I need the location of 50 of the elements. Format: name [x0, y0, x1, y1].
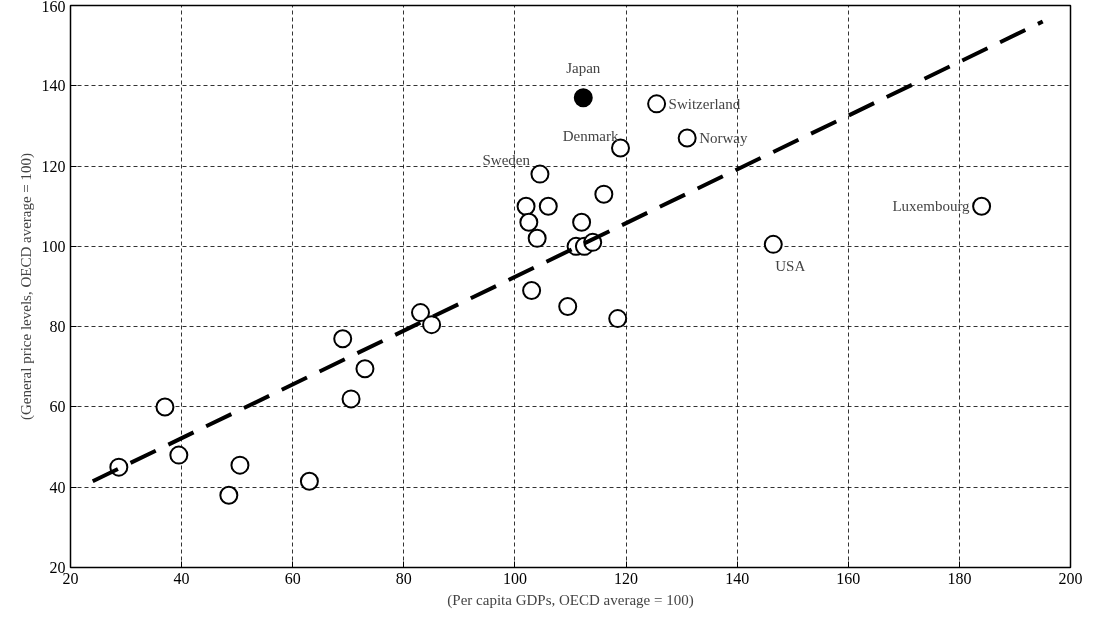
point: [527, 228, 547, 248]
point: [647, 94, 667, 114]
y-tick-label: 160: [41, 0, 66, 15]
point: [299, 471, 319, 491]
x-tick-label: 40: [173, 569, 190, 587]
x-tick-label: 60: [284, 569, 301, 587]
y-tick-label: 120: [41, 157, 66, 175]
point: [763, 234, 783, 254]
point: [333, 329, 353, 349]
annotation: Luxembourg: [892, 198, 971, 215]
point: [411, 303, 430, 323]
annotation: USA: [775, 258, 806, 275]
point: [538, 196, 558, 216]
point: [608, 309, 628, 329]
point: [155, 397, 175, 417]
point: [530, 164, 550, 184]
x-tick-label: 160: [836, 569, 861, 587]
y-tick-label: 100: [41, 237, 66, 255]
point: [558, 297, 578, 317]
x-tick-label: 120: [614, 569, 639, 587]
y-tick-label: 80: [49, 318, 66, 336]
point: [422, 315, 442, 335]
y-axis-title: (General price levels, OECD average = 100): [17, 152, 35, 421]
x-tick-label: 200: [1058, 569, 1083, 587]
annotation: Japan: [566, 59, 601, 76]
x-tick-label: 180: [947, 569, 972, 587]
x-tick-label: 100: [502, 569, 527, 587]
x-tick-label: 80: [395, 569, 412, 587]
annotation: Norway: [699, 129, 748, 146]
y-tick-label: 140: [41, 77, 66, 95]
point: [169, 445, 189, 465]
point: [677, 128, 697, 148]
point: [522, 281, 542, 300]
point: [230, 455, 250, 475]
x-axis-title: (Per capita GDPs, OECD average = 100): [447, 591, 694, 609]
point: [516, 196, 536, 216]
point: [519, 212, 539, 232]
point: [219, 485, 239, 505]
annotation: Switzerland: [668, 95, 741, 112]
x-tick-label: 140: [725, 569, 750, 587]
point: [594, 184, 614, 204]
y-tick-label: 60: [49, 398, 66, 416]
point: [355, 359, 375, 379]
y-tick-label: 40: [49, 478, 66, 496]
point: [573, 88, 593, 108]
annotation: Sweden: [482, 152, 531, 169]
point: [972, 196, 992, 216]
annotation: Denmark: [562, 128, 619, 145]
point: [341, 389, 361, 409]
point: [572, 212, 592, 232]
